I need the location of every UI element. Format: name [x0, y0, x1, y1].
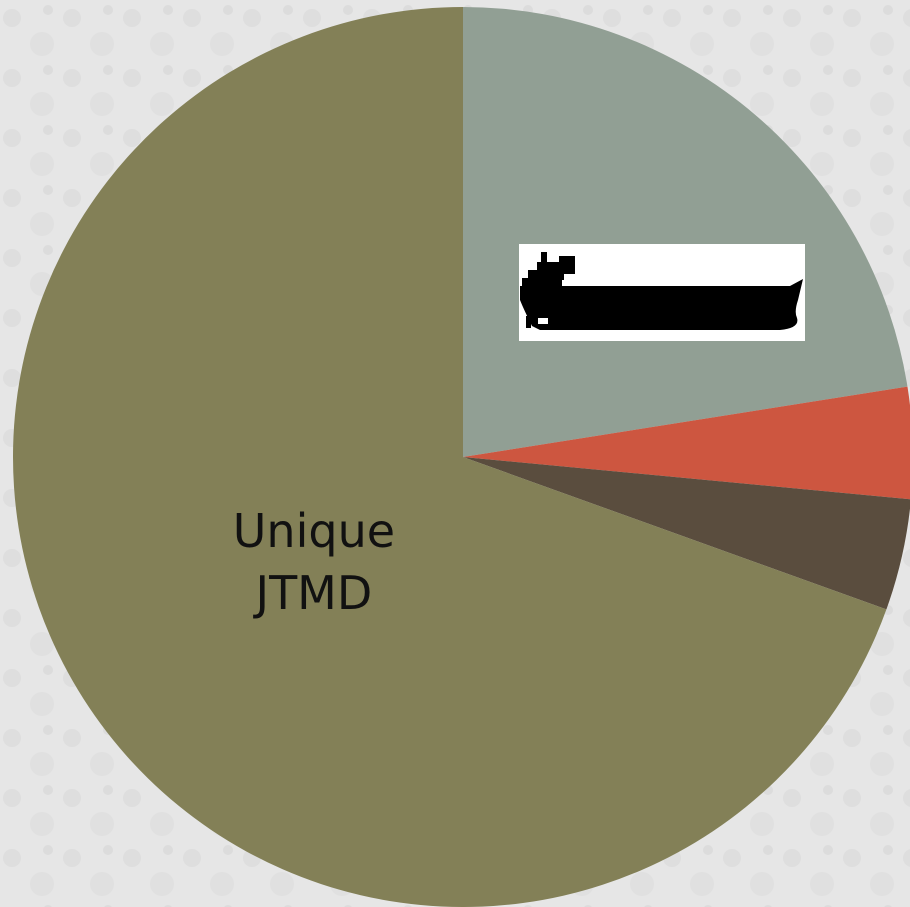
pie-slice-2 — [463, 386, 910, 500]
pie-slices — [13, 6, 910, 907]
pie-slice-3 — [463, 457, 910, 610]
pie-slice-label: Unique JTMD — [233, 504, 395, 620]
pie-labels: Unique JTMD — [233, 504, 395, 620]
cargo-ship-icon — [519, 244, 805, 341]
pie-slice-1 — [463, 6, 908, 457]
pie-slice-4 — [13, 6, 887, 907]
